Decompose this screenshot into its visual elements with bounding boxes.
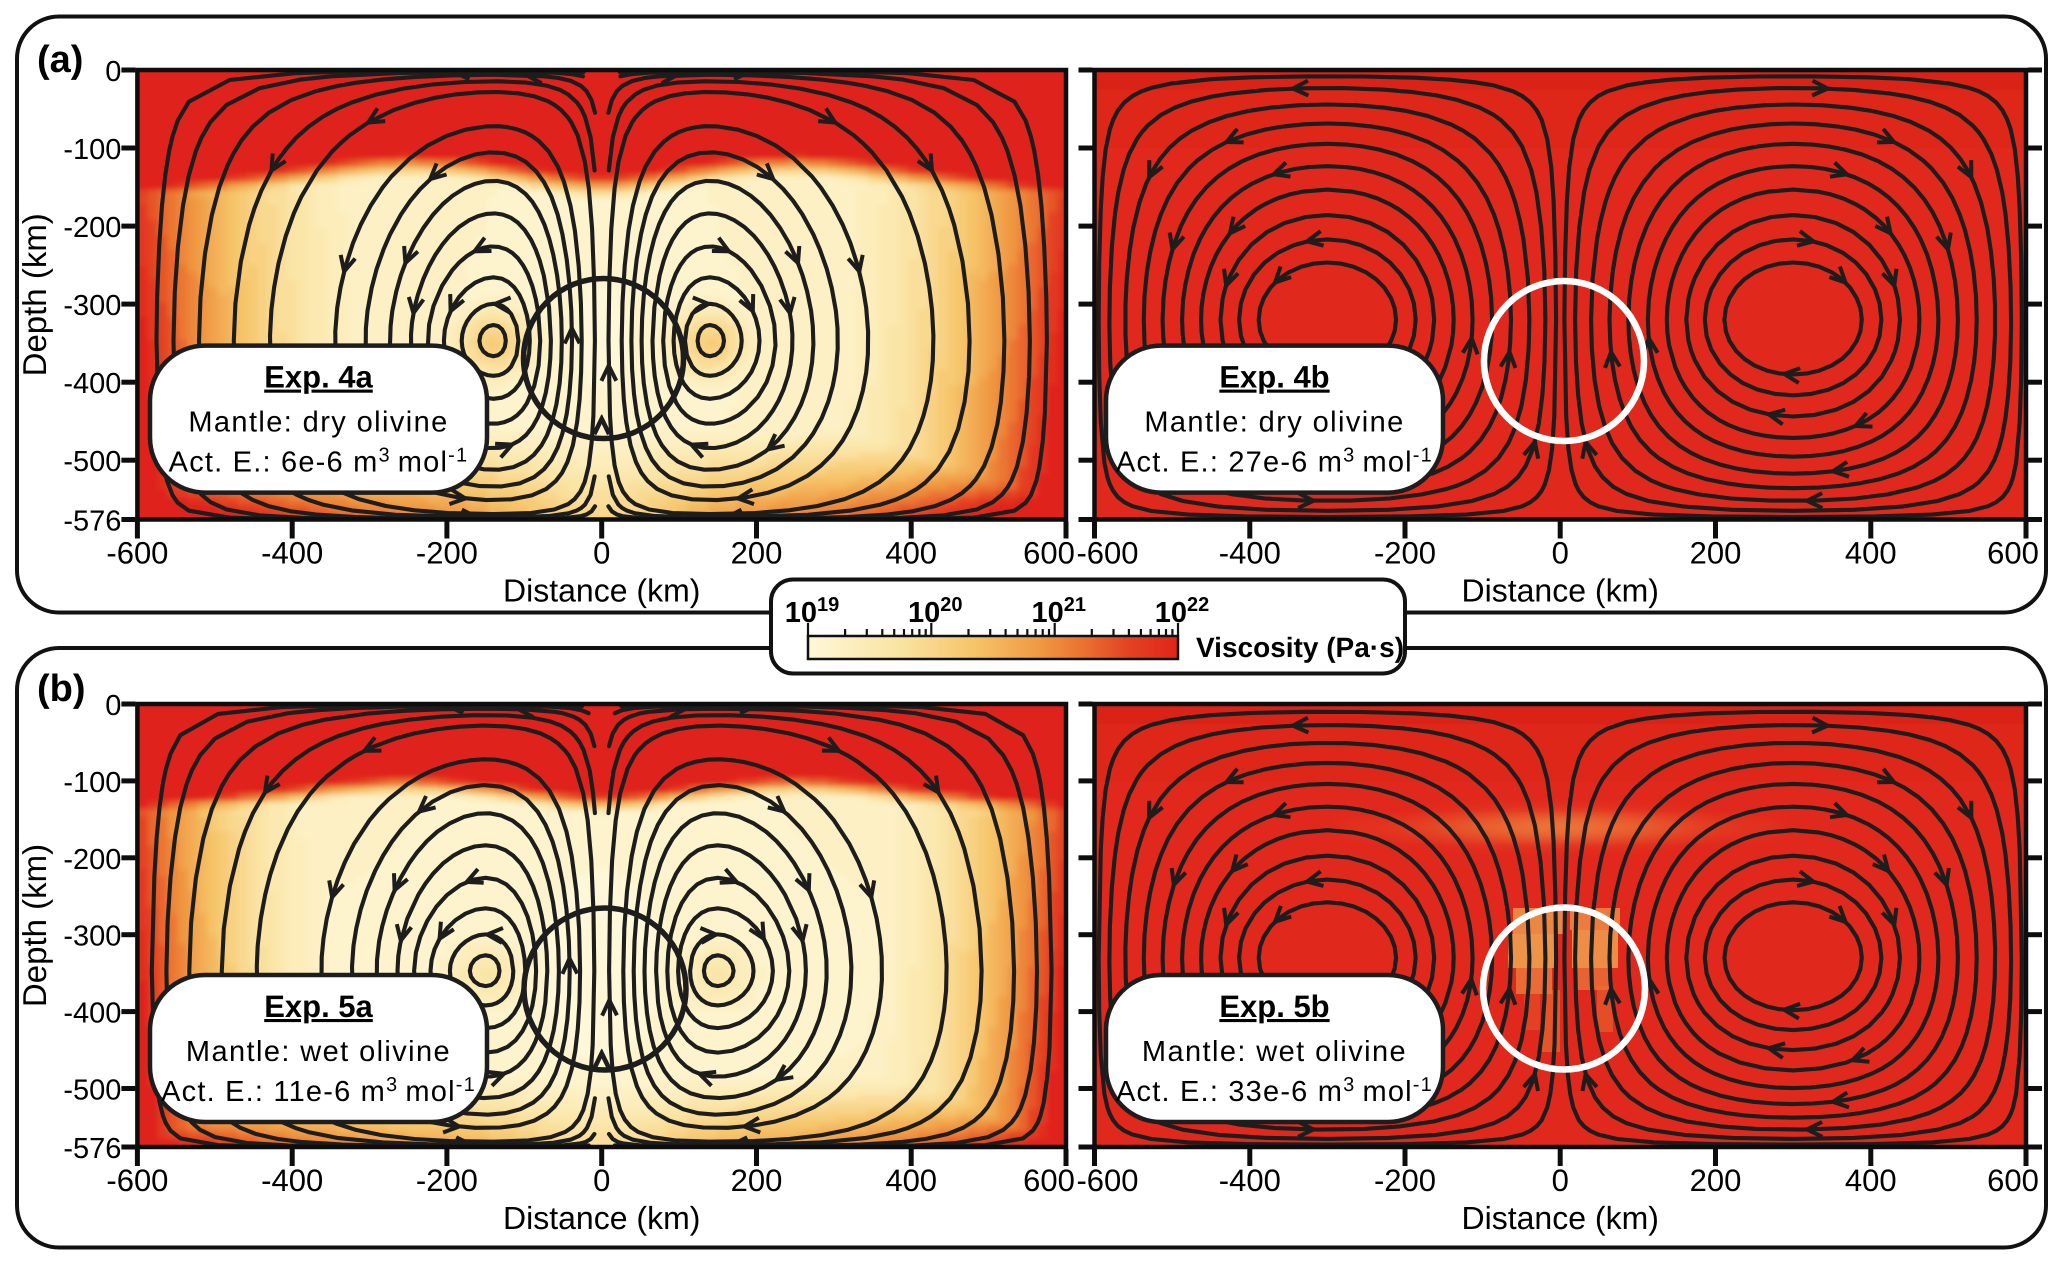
svg-text:Distance (km): Distance (km) — [1462, 1200, 1659, 1236]
svg-text:-200: -200 — [1374, 536, 1436, 571]
svg-text:Exp. 5a: Exp. 5a — [264, 989, 373, 1024]
svg-text:400: 400 — [1845, 1163, 1897, 1198]
svg-text:Act. E.: 11e-6 m3 mol-1: Act. E.: 11e-6 m3 mol-1 — [161, 1074, 476, 1108]
svg-text:1020: 1020 — [908, 594, 963, 629]
svg-text:Depth (km): Depth (km) — [16, 844, 53, 1007]
svg-text:Mantle: dry olivine: Mantle: dry olivine — [188, 407, 448, 439]
svg-text:Distance (km): Distance (km) — [503, 573, 700, 609]
svg-text:200: 200 — [731, 1163, 783, 1198]
svg-text:200: 200 — [1690, 536, 1742, 571]
svg-text:400: 400 — [885, 1163, 937, 1198]
svg-text:-600: -600 — [106, 1163, 168, 1198]
svg-text:-200: -200 — [1374, 1163, 1436, 1198]
svg-text:-576: -576 — [63, 1133, 121, 1165]
svg-text:Exp. 4b: Exp. 4b — [1219, 360, 1329, 395]
svg-text:Distance (km): Distance (km) — [503, 1200, 700, 1236]
svg-text:Exp. 5b: Exp. 5b — [1219, 989, 1329, 1024]
svg-text:-300: -300 — [63, 290, 121, 322]
svg-text:200: 200 — [731, 536, 783, 571]
svg-text:(a): (a) — [37, 39, 83, 81]
svg-text:0: 0 — [593, 536, 610, 571]
svg-text:-200: -200 — [63, 212, 121, 244]
svg-text:(b): (b) — [37, 668, 86, 710]
svg-text:0: 0 — [593, 1163, 610, 1198]
svg-text:-400: -400 — [261, 536, 323, 571]
svg-text:0: 0 — [105, 56, 121, 88]
svg-text:Act. E.: 27e-6 m3 mol-1: Act. E.: 27e-6 m3 mol-1 — [1116, 445, 1433, 479]
svg-text:400: 400 — [885, 536, 937, 571]
svg-text:-200: -200 — [416, 536, 478, 571]
svg-text:-400: -400 — [1219, 536, 1281, 571]
svg-text:Mantle: wet olivine: Mantle: wet olivine — [1142, 1036, 1407, 1068]
svg-text:600: 600 — [1023, 536, 1075, 571]
svg-text:0: 0 — [1552, 536, 1569, 571]
svg-text:600: 600 — [1987, 536, 2039, 571]
svg-text:-100: -100 — [63, 767, 121, 799]
svg-text:1019: 1019 — [785, 594, 840, 629]
svg-text:Act. E.: 33e-6 m3 mol-1: Act. E.: 33e-6 m3 mol-1 — [1116, 1074, 1433, 1108]
svg-text:-600: -600 — [106, 536, 168, 571]
svg-text:-500: -500 — [63, 446, 121, 478]
svg-text:400: 400 — [1845, 536, 1897, 571]
svg-text:-200: -200 — [63, 844, 121, 876]
svg-text:600: 600 — [1987, 1163, 2039, 1198]
svg-text:-400: -400 — [63, 368, 121, 400]
svg-text:Mantle: dry olivine: Mantle: dry olivine — [1144, 407, 1404, 439]
svg-text:Distance (km): Distance (km) — [1462, 573, 1659, 609]
svg-text:-600: -600 — [1076, 536, 1138, 571]
svg-text:-600: -600 — [1076, 1163, 1138, 1198]
svg-text:Viscosity (Pa·s): Viscosity (Pa·s) — [1196, 632, 1404, 663]
svg-text:-576: -576 — [63, 506, 121, 538]
svg-text:Act. E.: 6e-6 m3 mol-1: Act. E.: 6e-6 m3 mol-1 — [169, 445, 469, 479]
svg-text:-400: -400 — [63, 998, 121, 1030]
svg-text:600: 600 — [1023, 1163, 1075, 1198]
svg-text:Exp. 4a: Exp. 4a — [264, 360, 373, 395]
svg-text:0: 0 — [1552, 1163, 1569, 1198]
svg-text:Depth (km): Depth (km) — [16, 213, 53, 376]
svg-text:200: 200 — [1690, 1163, 1742, 1198]
svg-text:0: 0 — [105, 690, 121, 722]
svg-text:Mantle: wet olivine: Mantle: wet olivine — [186, 1036, 451, 1068]
svg-text:-100: -100 — [63, 134, 121, 166]
svg-text:-400: -400 — [261, 1163, 323, 1198]
svg-text:-300: -300 — [63, 921, 121, 953]
svg-text:-400: -400 — [1219, 1163, 1281, 1198]
svg-text:-500: -500 — [63, 1075, 121, 1107]
svg-text:-200: -200 — [416, 1163, 478, 1198]
